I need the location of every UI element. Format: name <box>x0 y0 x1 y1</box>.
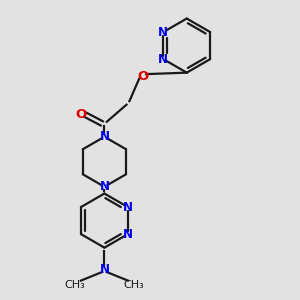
Text: O: O <box>75 108 86 121</box>
Text: CH₃: CH₃ <box>123 280 144 290</box>
Text: N: N <box>158 52 168 66</box>
Text: CH₃: CH₃ <box>64 280 86 290</box>
Text: N: N <box>99 180 110 193</box>
Text: O: O <box>137 70 148 83</box>
Text: N: N <box>123 228 133 241</box>
Text: N: N <box>123 201 133 214</box>
Text: N: N <box>99 130 110 143</box>
Text: N: N <box>99 262 110 276</box>
Text: N: N <box>158 26 168 39</box>
